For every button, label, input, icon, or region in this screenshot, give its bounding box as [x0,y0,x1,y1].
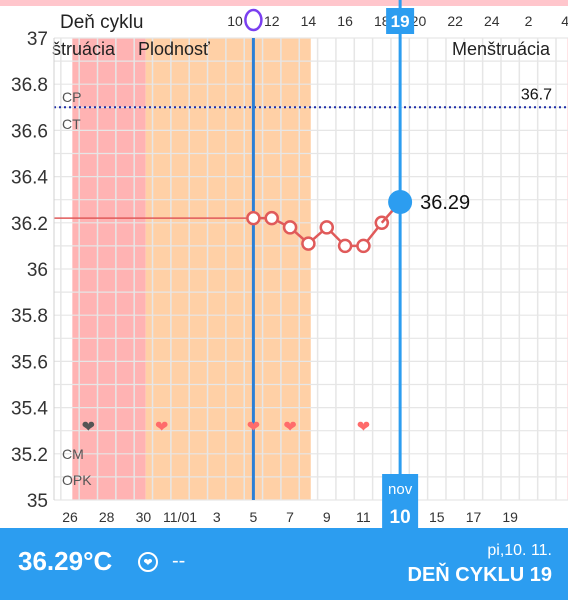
ct-label: CT [62,116,81,132]
selected-day-bottom-box [382,474,419,528]
data-point [301,236,316,251]
bottom-tick-label: 19 [502,509,518,525]
top-axis-label: Deň cyklu [60,12,143,33]
bottom-tick-label: 28 [99,509,115,525]
heart-marker: ❤ [247,419,260,436]
cm-label: CM [62,446,84,462]
bottom-tick-label: 26 [62,509,78,525]
heart-icon[interactable]: ❤ [138,552,158,572]
bottom-tick-label: 30 [136,509,152,525]
y-tick-label: 36.4 [11,168,48,189]
selected-day-date: 10 [390,507,411,528]
top-tick-label: 24 [484,13,500,29]
data-point [337,238,353,254]
data-point [246,210,261,226]
temperature-value: 36.29°C [18,546,113,576]
top-strip [0,0,568,6]
bottom-tick-label: 5 [250,509,258,525]
y-tick-label: 35.6 [11,352,48,373]
top-tick-label: 4 [561,13,568,29]
cp-label: CP [62,89,81,105]
y-tick-label: 35.2 [11,445,48,466]
bottom-tick-label: 11/01 [163,509,197,525]
reference-label: 36.7 [521,86,552,103]
dash-text: -- [172,550,186,572]
cycle-chart[interactable]: štruácia Plodnosť Menštruácia3736.836.636.… [0,0,568,528]
heart-marker: ❤ [283,419,296,436]
current-point [388,190,413,215]
date-text: pi,10. 11. [487,542,552,559]
top-tick-label: 18 [374,13,390,29]
top-tick-label: 10 [227,13,243,29]
data-point [264,210,279,226]
bottom-tick-label: 15 [429,509,445,525]
phase-label: Menštruácia [452,39,551,59]
heart-marker: ❤ [155,419,168,436]
data-point [356,238,371,254]
phase-label: Plodnosť [138,39,210,59]
top-tick-label: 14 [301,13,317,29]
y-tick-label: 35.8 [11,306,48,327]
bottom-tick-label: 9 [323,509,331,525]
y-tick-label: 36.2 [11,214,48,235]
bottom-tick-label: 17 [466,509,482,525]
y-tick-label: 35 [27,491,48,512]
y-tick-label: 36.6 [11,121,48,142]
phase-label: štruácia [52,39,116,59]
data-point [282,220,298,235]
selected-day-top-box [386,8,415,34]
heart-marker: ❤ [82,419,95,436]
y-tick-label: 35.4 [11,399,48,420]
bottom-tick-label: 3 [213,509,221,525]
bottom-tick-label: 7 [286,509,294,525]
top-tick-label: 16 [337,13,353,29]
heart-marker: ❤ [357,419,370,436]
footer-bar: 36.29°C -- pi,10. 11. DEŇ CYKLU 19 [0,528,568,600]
ovulation-icon [244,8,263,32]
selected-day-month: nov [388,481,413,498]
y-tick-label: 36.8 [11,75,48,96]
current-point-label: 36.29 [420,192,470,214]
selected-day-top-label: 19 [391,12,410,31]
y-tick-label: 36 [27,260,48,281]
data-point [319,220,335,235]
top-tick-label: 20 [411,13,427,29]
top-tick-label: 22 [447,13,463,29]
top-tick-label: 2 [525,13,533,29]
cycle-day-text: DEŇ CYKLU 19 [407,564,552,586]
top-tick-label: 12 [264,13,280,29]
bottom-tick-label: 11 [356,509,371,525]
opk-label: OPK [62,472,92,488]
y-tick-label: 37 [27,29,48,50]
